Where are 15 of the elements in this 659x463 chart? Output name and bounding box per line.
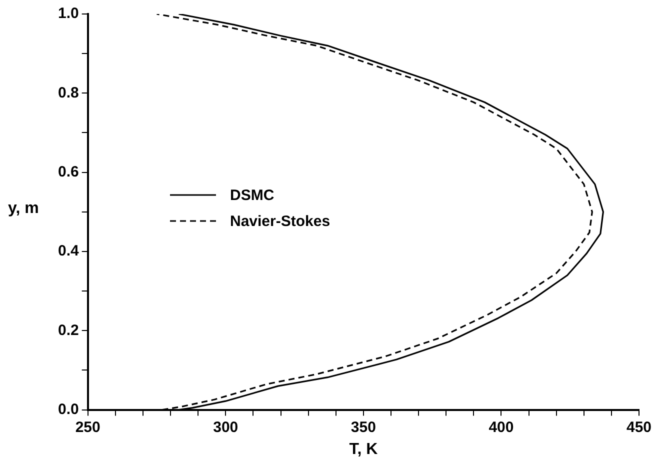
x-tick-label: 250 — [75, 418, 100, 436]
x-axis-title: T, K — [349, 440, 378, 458]
y-axis-title: y, m — [8, 200, 39, 218]
y-tick-label: 0.4 — [58, 242, 80, 260]
x-tick-label: 350 — [350, 418, 376, 436]
x-tick-label: 300 — [213, 418, 238, 436]
legend-label: Navier-Stokes — [230, 212, 330, 230]
y-tick-label: 0.0 — [58, 400, 79, 418]
y-tick-label: 0.8 — [58, 84, 79, 102]
y-tick-label: 0.6 — [58, 163, 79, 180]
y-tick-label: 1.0 — [58, 5, 79, 22]
x-tick-label: 450 — [626, 418, 652, 436]
y-tick-label: 0.2 — [58, 322, 79, 339]
x-tick-label: 400 — [488, 418, 514, 436]
legend-label: DSMC — [230, 186, 274, 204]
